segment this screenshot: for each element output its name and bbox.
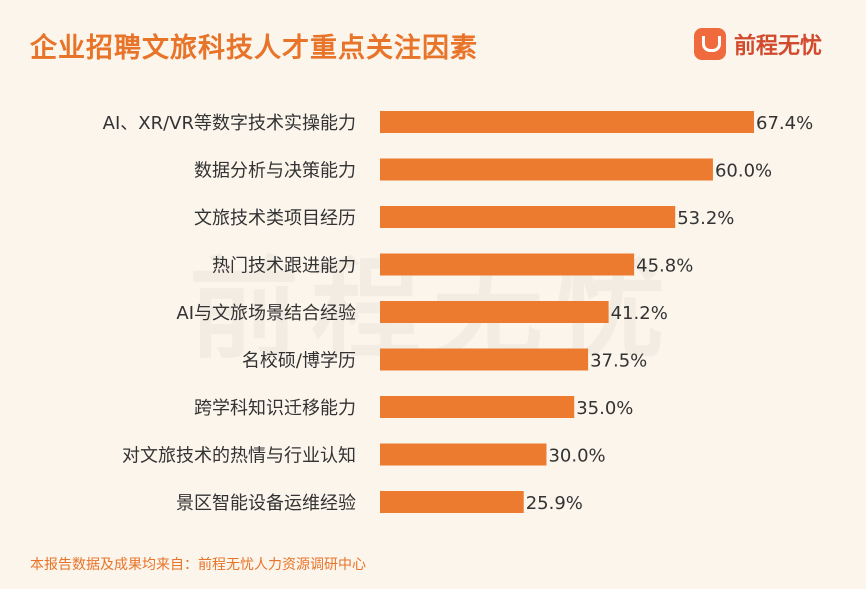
bar — [380, 443, 547, 466]
value-label: 37.5% — [590, 351, 647, 372]
bar — [380, 158, 713, 181]
brand-logo-icon — [693, 28, 726, 60]
bar — [380, 111, 754, 133]
bar — [380, 253, 635, 276]
bar — [380, 491, 524, 513]
category-label: 文旅技术类项目经历 — [194, 208, 356, 229]
bar — [380, 348, 589, 371]
category-label: 跨学科知识迁移能力 — [194, 398, 356, 419]
bar — [380, 301, 609, 323]
category-label: AI、XR/VR等数字技术实操能力 — [103, 113, 356, 134]
value-label: 67.4% — [756, 113, 813, 134]
category-label: 对文旅技术的热情与行业认知 — [122, 446, 356, 467]
source-note: 本报告数据及成果均来自：前程无忧人力资源调研中心 — [30, 557, 366, 573]
bar — [380, 396, 575, 418]
value-label: 25.9% — [526, 493, 583, 514]
category-label: 景区智能设备运维经验 — [176, 493, 356, 514]
value-label: 53.2% — [677, 208, 734, 229]
value-label: 45.8% — [636, 256, 693, 277]
category-label: 数据分析与决策能力 — [194, 161, 356, 182]
value-label: 30.0% — [548, 446, 605, 467]
value-label: 60.0% — [715, 161, 772, 182]
chart-title: 企业招聘文旅科技人才重点关注因素 — [30, 33, 478, 64]
brand-logo: 前程无忧 — [693, 28, 822, 60]
category-label: AI与文旅场景结合经验 — [176, 303, 356, 324]
category-label: 热门技术跟进能力 — [212, 256, 356, 277]
category-label: 名校硕/博学历 — [242, 351, 356, 372]
value-label: 41.2% — [611, 303, 668, 324]
value-label: 35.0% — [576, 398, 633, 419]
brand-name: 前程无忧 — [733, 34, 822, 59]
bar — [380, 206, 676, 228]
